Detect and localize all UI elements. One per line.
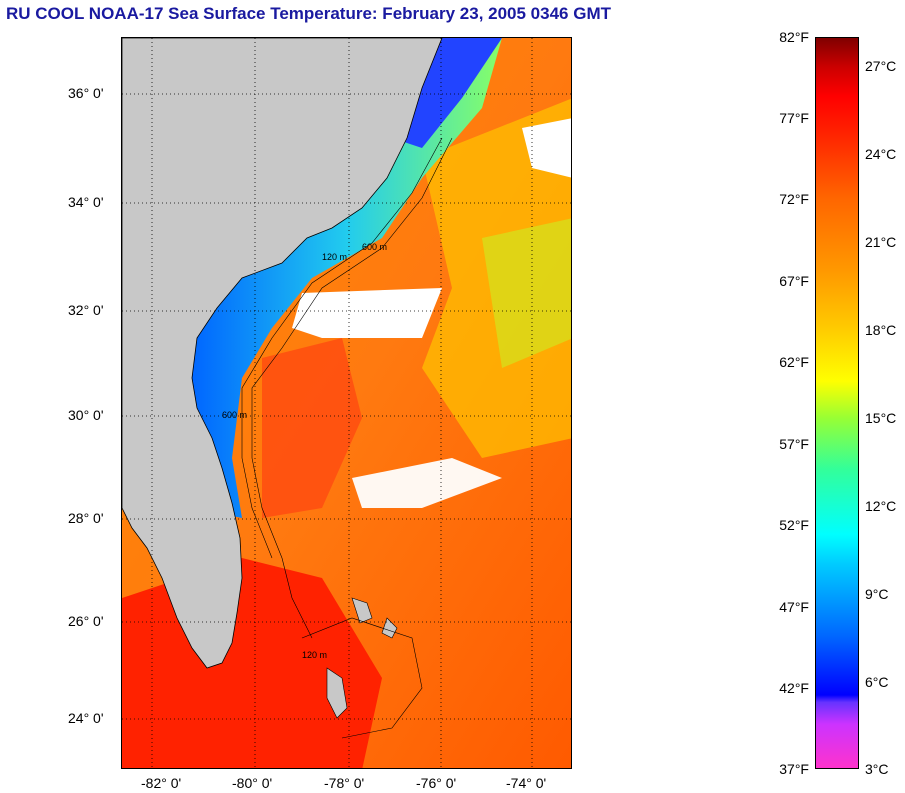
lat-label: 34° 0' bbox=[68, 194, 104, 210]
scale-label-fahrenheit: 57°F bbox=[779, 436, 809, 452]
color-scale-bar bbox=[815, 37, 859, 769]
lat-label: 32° 0' bbox=[68, 302, 104, 318]
scale-label-fahrenheit: 72°F bbox=[779, 191, 809, 207]
warm-water bbox=[262, 338, 362, 518]
scale-label-celsius: 6°C bbox=[865, 674, 889, 690]
island bbox=[381, 617, 398, 639]
cloud-patch bbox=[522, 118, 571, 178]
lon-label: -74° 0' bbox=[506, 775, 547, 791]
scale-label-fahrenheit: 67°F bbox=[779, 273, 809, 289]
scale-label-celsius: 24°C bbox=[865, 146, 897, 162]
island bbox=[351, 597, 373, 624]
scale-label-fahrenheit: 47°F bbox=[779, 599, 809, 615]
scale-label-celsius: 21°C bbox=[865, 234, 897, 250]
scale-label-celsius: 15°C bbox=[865, 410, 897, 426]
contour-label: 600 m bbox=[222, 410, 247, 420]
shelf-waters bbox=[192, 38, 502, 518]
cloud-patch bbox=[292, 288, 442, 338]
lon-label: -80° 0' bbox=[232, 775, 273, 791]
lat-label: 30° 0' bbox=[68, 407, 104, 423]
scale-label-fahrenheit: 82°F bbox=[779, 29, 809, 45]
scale-label-fahrenheit: 52°F bbox=[779, 517, 809, 533]
lon-label: -78° 0' bbox=[324, 775, 365, 791]
lat-label: 28° 0' bbox=[68, 510, 104, 526]
contour-label: 120 m bbox=[322, 252, 347, 262]
scale-label-celsius: 9°C bbox=[865, 586, 889, 602]
scale-label-fahrenheit: 37°F bbox=[779, 761, 809, 777]
scale-label-celsius: 3°C bbox=[865, 761, 889, 777]
lon-label: -82° 0' bbox=[141, 775, 182, 791]
depth-contour bbox=[301, 617, 423, 739]
lat-label: 36° 0' bbox=[68, 85, 104, 101]
contour-label: 600 m bbox=[362, 242, 387, 252]
scale-label-fahrenheit: 62°F bbox=[779, 354, 809, 370]
scale-label-celsius: 12°C bbox=[865, 498, 897, 514]
scale-label-fahrenheit: 77°F bbox=[779, 110, 809, 126]
cool-band bbox=[482, 218, 571, 368]
scale-label-celsius: 27°C bbox=[865, 58, 897, 74]
depth-contour bbox=[251, 137, 453, 639]
cold-water bbox=[392, 38, 502, 148]
depth-contour bbox=[241, 137, 443, 559]
cloud-patch bbox=[352, 458, 502, 508]
scale-label-celsius: 18°C bbox=[865, 322, 897, 338]
island bbox=[326, 667, 348, 719]
sst-map: 600 m 120 m 600 m 120 m bbox=[121, 37, 572, 769]
map-title: RU COOL NOAA-17 Sea Surface Temperature:… bbox=[6, 4, 611, 23]
sst-map-image: 600 m 120 m 600 m 120 m bbox=[122, 38, 571, 768]
lat-label: 26° 0' bbox=[68, 613, 104, 629]
lat-label: 24° 0' bbox=[68, 710, 104, 726]
lon-label: -76° 0' bbox=[416, 775, 457, 791]
contour-label: 120 m bbox=[302, 650, 327, 660]
scale-label-fahrenheit: 42°F bbox=[779, 680, 809, 696]
